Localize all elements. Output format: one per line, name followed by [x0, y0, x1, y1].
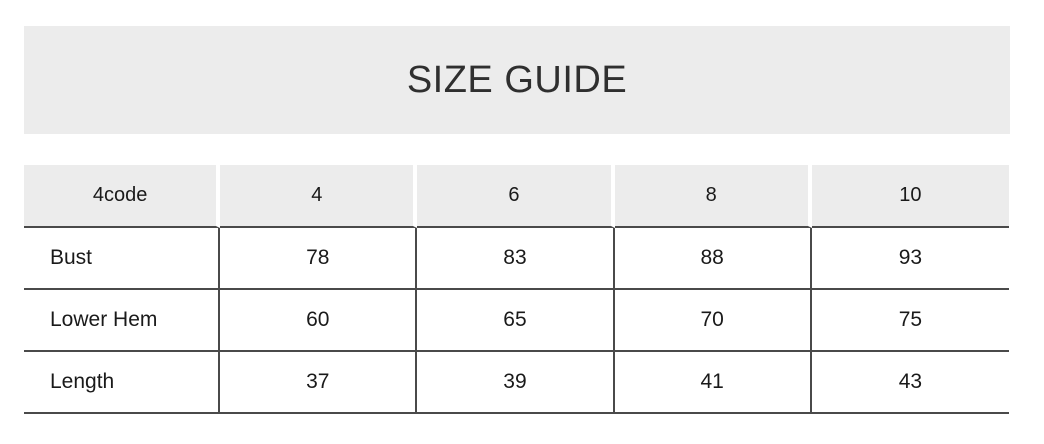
cell-bust-size-6: 83	[417, 228, 615, 290]
column-header-size-4: 4	[220, 165, 418, 228]
row-label-lower-hem: Lower Hem	[24, 290, 221, 352]
cell-length-size-6: 39	[417, 352, 615, 414]
size-guide-banner: SIZE GUIDE	[24, 26, 1010, 134]
row-label-length: Length	[24, 352, 221, 414]
cell-lower-hem-size-4: 60	[220, 290, 418, 352]
cell-bust-size-8: 88	[614, 228, 812, 290]
table-header: 4code 4 6 8 10	[24, 165, 1009, 228]
cell-length-size-8: 41	[614, 352, 812, 414]
size-guide-table: 4code 4 6 8 10 Bust 78 83 88 93 Lower He…	[24, 165, 1009, 414]
table-header-row: 4code 4 6 8 10	[24, 165, 1009, 228]
cell-bust-size-10: 93	[811, 228, 1009, 290]
cell-length-size-10: 43	[811, 352, 1009, 414]
column-header-size-8: 8	[614, 165, 812, 228]
cell-lower-hem-size-8: 70	[614, 290, 812, 352]
cell-lower-hem-size-10: 75	[811, 290, 1009, 352]
column-header-size-6: 6	[417, 165, 615, 228]
column-header-code: 4code	[24, 165, 221, 228]
table-row: Lower Hem 60 65 70 75	[24, 290, 1009, 352]
column-header-size-10: 10	[811, 165, 1009, 228]
table-row: Length 37 39 41 43	[24, 352, 1009, 414]
cell-length-size-4: 37	[220, 352, 418, 414]
cell-lower-hem-size-6: 65	[417, 290, 615, 352]
page-title: SIZE GUIDE	[406, 59, 628, 101]
row-label-bust: Bust	[24, 228, 221, 290]
table-row: Bust 78 83 88 93	[24, 228, 1009, 290]
cell-bust-size-4: 78	[220, 228, 418, 290]
table-body: Bust 78 83 88 93 Lower Hem 60 65 70 75 L…	[24, 228, 1009, 414]
